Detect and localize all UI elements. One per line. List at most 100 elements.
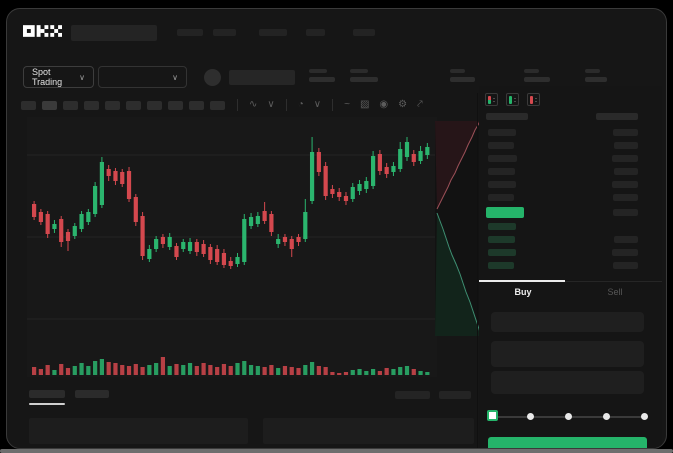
indicators-icon[interactable]: ∿ [249, 99, 258, 110]
candle-body [228, 261, 233, 266]
volume-bar [248, 365, 254, 375]
volume-bar [262, 367, 267, 375]
market-type-selector[interactable]: Spot Trading ∨ [23, 66, 94, 88]
search-placeholder[interactable] [71, 25, 157, 41]
trade-input-3[interactable] [491, 371, 644, 394]
candle-body [106, 169, 111, 176]
candle-body [289, 239, 294, 249]
tab-buy[interactable]: Buy [514, 287, 532, 297]
interval-button[interactable] [189, 100, 204, 110]
candle-body [377, 154, 382, 171]
bid-price-placeholder[interactable] [488, 223, 516, 230]
ask-price-placeholder[interactable] [488, 129, 516, 136]
candle-body [330, 189, 335, 194]
orderbook-asks-icon[interactable] [527, 93, 540, 106]
volume-bar [330, 372, 335, 375]
candle-body [147, 249, 152, 259]
depth-chart[interactable] [435, 120, 485, 337]
volume-bar [228, 366, 233, 375]
candle-body [38, 212, 43, 222]
nav-item-placeholder[interactable] [213, 29, 236, 36]
ask-price-placeholder[interactable] [488, 181, 516, 188]
interval-button[interactable] [126, 100, 141, 110]
volume-bar [296, 368, 301, 375]
interval-button[interactable] [84, 100, 99, 110]
interval-button[interactable] [210, 100, 225, 110]
line-tool-icon[interactable]: ~ [344, 99, 350, 110]
candle-body [99, 162, 104, 205]
buy-submit-button[interactable] [488, 437, 647, 448]
ask-price-placeholder[interactable] [488, 155, 517, 162]
buy-tab-indicator [479, 280, 565, 282]
camera-icon[interactable]: ◉ [379, 99, 389, 110]
nav-item-placeholder[interactable] [306, 29, 325, 36]
slider-stop[interactable] [603, 413, 610, 420]
tab-sell[interactable]: Sell [607, 287, 623, 297]
candle-body [235, 257, 240, 264]
stat-label-placeholder [524, 69, 539, 73]
orderbook-both-icon[interactable] [485, 93, 498, 106]
overlay-icon[interactable]: ▨ [359, 99, 370, 110]
candle-body [404, 142, 410, 157]
ask-price-placeholder[interactable] [488, 168, 515, 175]
ask-price-placeholder[interactable] [488, 142, 514, 149]
price-chart[interactable] [27, 117, 437, 377]
ask-amount-placeholder [613, 194, 638, 201]
orders-toolbar-button[interactable] [395, 391, 430, 399]
orders-toolbar-button[interactable] [439, 391, 471, 399]
stat-value-placeholder [585, 77, 607, 82]
interval-button[interactable] [105, 100, 120, 110]
bid-amount-placeholder [614, 236, 638, 243]
candle-body [174, 246, 179, 257]
candle-body [86, 212, 91, 222]
volume-bar [411, 369, 416, 375]
candle-style-icon[interactable]: ◔ [297, 99, 304, 110]
interval-button[interactable] [168, 100, 183, 110]
okx-logo-icon[interactable] [23, 24, 62, 42]
candle-body [323, 166, 328, 196]
bid-price-placeholder[interactable] [488, 236, 515, 243]
trade-input-1[interactable] [491, 312, 644, 332]
interval-button[interactable] [42, 100, 57, 110]
candle-body [337, 192, 342, 197]
top-nav-bar [7, 9, 666, 53]
stat-label-placeholder [450, 69, 465, 73]
interval-button[interactable] [147, 100, 162, 110]
nav-item-placeholder[interactable] [259, 29, 287, 36]
orders-tab[interactable] [29, 390, 65, 398]
fullscreen-icon[interactable]: ⤤ [417, 99, 423, 110]
slider-stop[interactable] [641, 413, 648, 420]
volume-bar [160, 357, 166, 375]
orders-tab[interactable] [75, 390, 109, 398]
chevron-down-icon: ∨ [79, 72, 85, 82]
chevron-down-icon[interactable]: ∨ [267, 99, 275, 110]
orderbook-bids-icon[interactable] [506, 93, 519, 106]
interval-button[interactable] [63, 100, 78, 110]
candle-body [32, 204, 37, 217]
candle-body [215, 249, 220, 262]
trade-input-2[interactable] [491, 341, 644, 367]
candle-body [154, 239, 159, 249]
slider-handle[interactable] [487, 410, 498, 421]
bid-price-placeholder[interactable] [488, 262, 514, 269]
volume-bar [52, 370, 57, 375]
chevron-down-icon[interactable]: ∨ [313, 99, 322, 110]
volume-bar [65, 368, 71, 375]
slider-stop[interactable] [527, 413, 534, 420]
nav-item-placeholder[interactable] [353, 29, 375, 36]
chart-tool-icons: ∿ ∨ ◔ ∨ ~ ▨ ◉ ⚙ ⤤ [244, 95, 428, 115]
orders-panel-placeholder [29, 418, 248, 444]
volume-bar [187, 363, 193, 375]
candle-body [248, 217, 254, 226]
settings-icon[interactable]: ⚙ [398, 99, 408, 110]
active-tab-indicator [29, 403, 65, 405]
volume-bar [32, 367, 37, 375]
nav-item-placeholder[interactable] [177, 29, 203, 36]
orders-panel-placeholder [263, 418, 474, 444]
bid-price-placeholder[interactable] [488, 249, 516, 256]
ask-price-placeholder[interactable] [488, 194, 514, 201]
pair-dropdown[interactable]: ∨ [98, 66, 187, 88]
slider-stop[interactable] [565, 413, 572, 420]
interval-button[interactable] [21, 100, 36, 110]
volume-bar [208, 365, 213, 375]
